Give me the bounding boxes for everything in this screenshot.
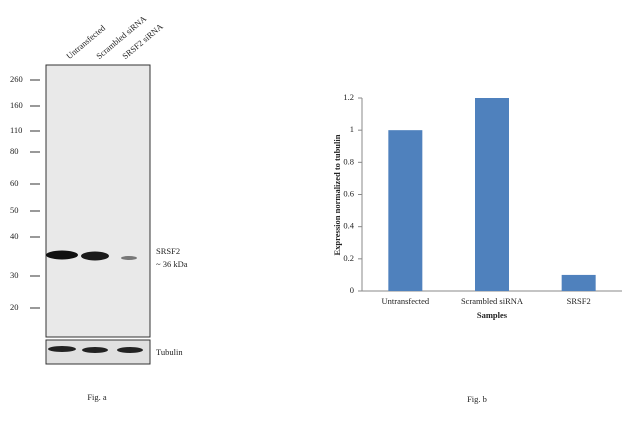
band (82, 347, 108, 353)
bar-chart: Expression normalized to tubulin Samples… (332, 92, 622, 404)
marker-label: 160 (10, 100, 23, 110)
band (121, 256, 137, 260)
bar (561, 274, 596, 291)
band (117, 347, 143, 353)
y-tick-label: 0 (350, 285, 354, 295)
y-axis-label: Expression normalized to tubulin (332, 134, 342, 255)
blot-membrane (45, 64, 151, 338)
y-tick-label: 1.2 (343, 92, 354, 102)
marker-label: 30 (10, 270, 19, 280)
x-axis-label: Samples (477, 310, 508, 320)
band-label: SRSF2 (156, 246, 180, 256)
marker-label: 50 (10, 205, 19, 215)
western-blot: Untransfected Scrambled siRNA SRSF2 siRN… (10, 13, 188, 402)
bar (388, 130, 423, 291)
marker-label: 20 (10, 302, 19, 312)
y-tick-label: 0.2 (343, 253, 354, 263)
marker-ladder: 260 160 110 80 60 50 40 30 20 (10, 74, 40, 312)
band (81, 251, 109, 261)
y-tick-label: 0.8 (343, 156, 354, 166)
marker-ticks (30, 79, 40, 309)
band-size: ~ 36 kDa (156, 259, 188, 269)
marker-label: 110 (10, 125, 22, 135)
marker-label: 60 (10, 178, 19, 188)
marker-label: 260 (10, 74, 23, 84)
y-tick-label: 1 (350, 124, 354, 134)
loading-label: Tubulin (156, 347, 183, 357)
band (46, 250, 78, 260)
marker-label: 80 (10, 146, 19, 156)
caption: Fig. a (87, 392, 107, 402)
y-tick-label: 0.6 (343, 188, 354, 198)
y-tick-label: 0.4 (343, 221, 354, 231)
x-tick-label: Untransfected (381, 296, 429, 306)
x-tick-label: SRSF2 (567, 296, 591, 306)
bar (475, 98, 509, 291)
caption: Fig. b (467, 394, 487, 404)
x-tick-label: Scrambled siRNA (461, 296, 524, 306)
marker-label: 40 (10, 231, 19, 241)
band (48, 346, 76, 352)
